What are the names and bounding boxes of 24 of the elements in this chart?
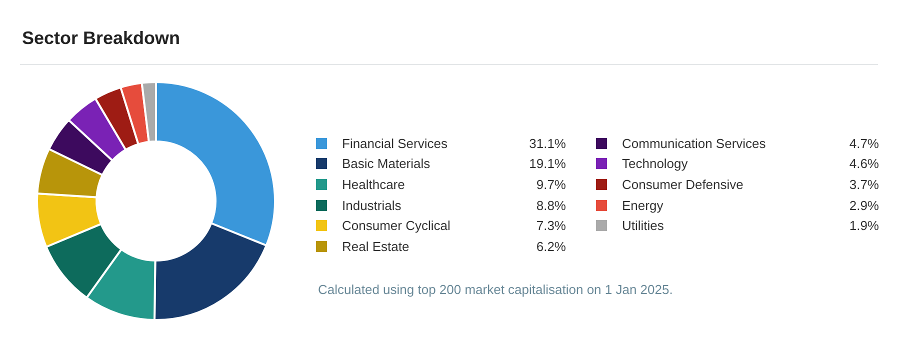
legend-label: Basic Materials bbox=[342, 156, 432, 172]
legend-label: Industrials bbox=[342, 198, 402, 213]
chart-title: Sector Breakdown bbox=[22, 28, 180, 49]
legend-label: Real Estate bbox=[342, 238, 410, 254]
data-label: 19.1% bbox=[529, 156, 566, 172]
text: Calculated using top 200 market capitalisation on 1 Jan 2025. bbox=[318, 282, 673, 297]
data-label: 1.9% bbox=[849, 218, 879, 234]
data-label: 7.3% bbox=[536, 218, 566, 234]
data-label: 2.9% bbox=[849, 198, 879, 213]
data-label: 3.7% bbox=[849, 176, 879, 192]
data-label: 9.7% bbox=[536, 176, 566, 192]
legend-label: Consumer Defensive bbox=[622, 176, 744, 192]
legend-label: Financial Services bbox=[342, 136, 448, 151]
data-label: 31.1% bbox=[529, 136, 566, 151]
legend-label: Technology bbox=[622, 156, 689, 172]
legend-label: Utilities bbox=[622, 218, 665, 234]
data-label: 6.2% bbox=[536, 238, 566, 254]
legend-label: Healthcare bbox=[342, 176, 406, 192]
data-label: 8.8% bbox=[536, 198, 566, 213]
data-label: 4.6% bbox=[849, 156, 879, 172]
legend-label: Communication Services bbox=[622, 136, 767, 151]
legend-label: Energy bbox=[622, 198, 664, 213]
legend-label: Consumer Cyclical bbox=[342, 218, 452, 234]
data-label: 4.7% bbox=[849, 136, 879, 151]
